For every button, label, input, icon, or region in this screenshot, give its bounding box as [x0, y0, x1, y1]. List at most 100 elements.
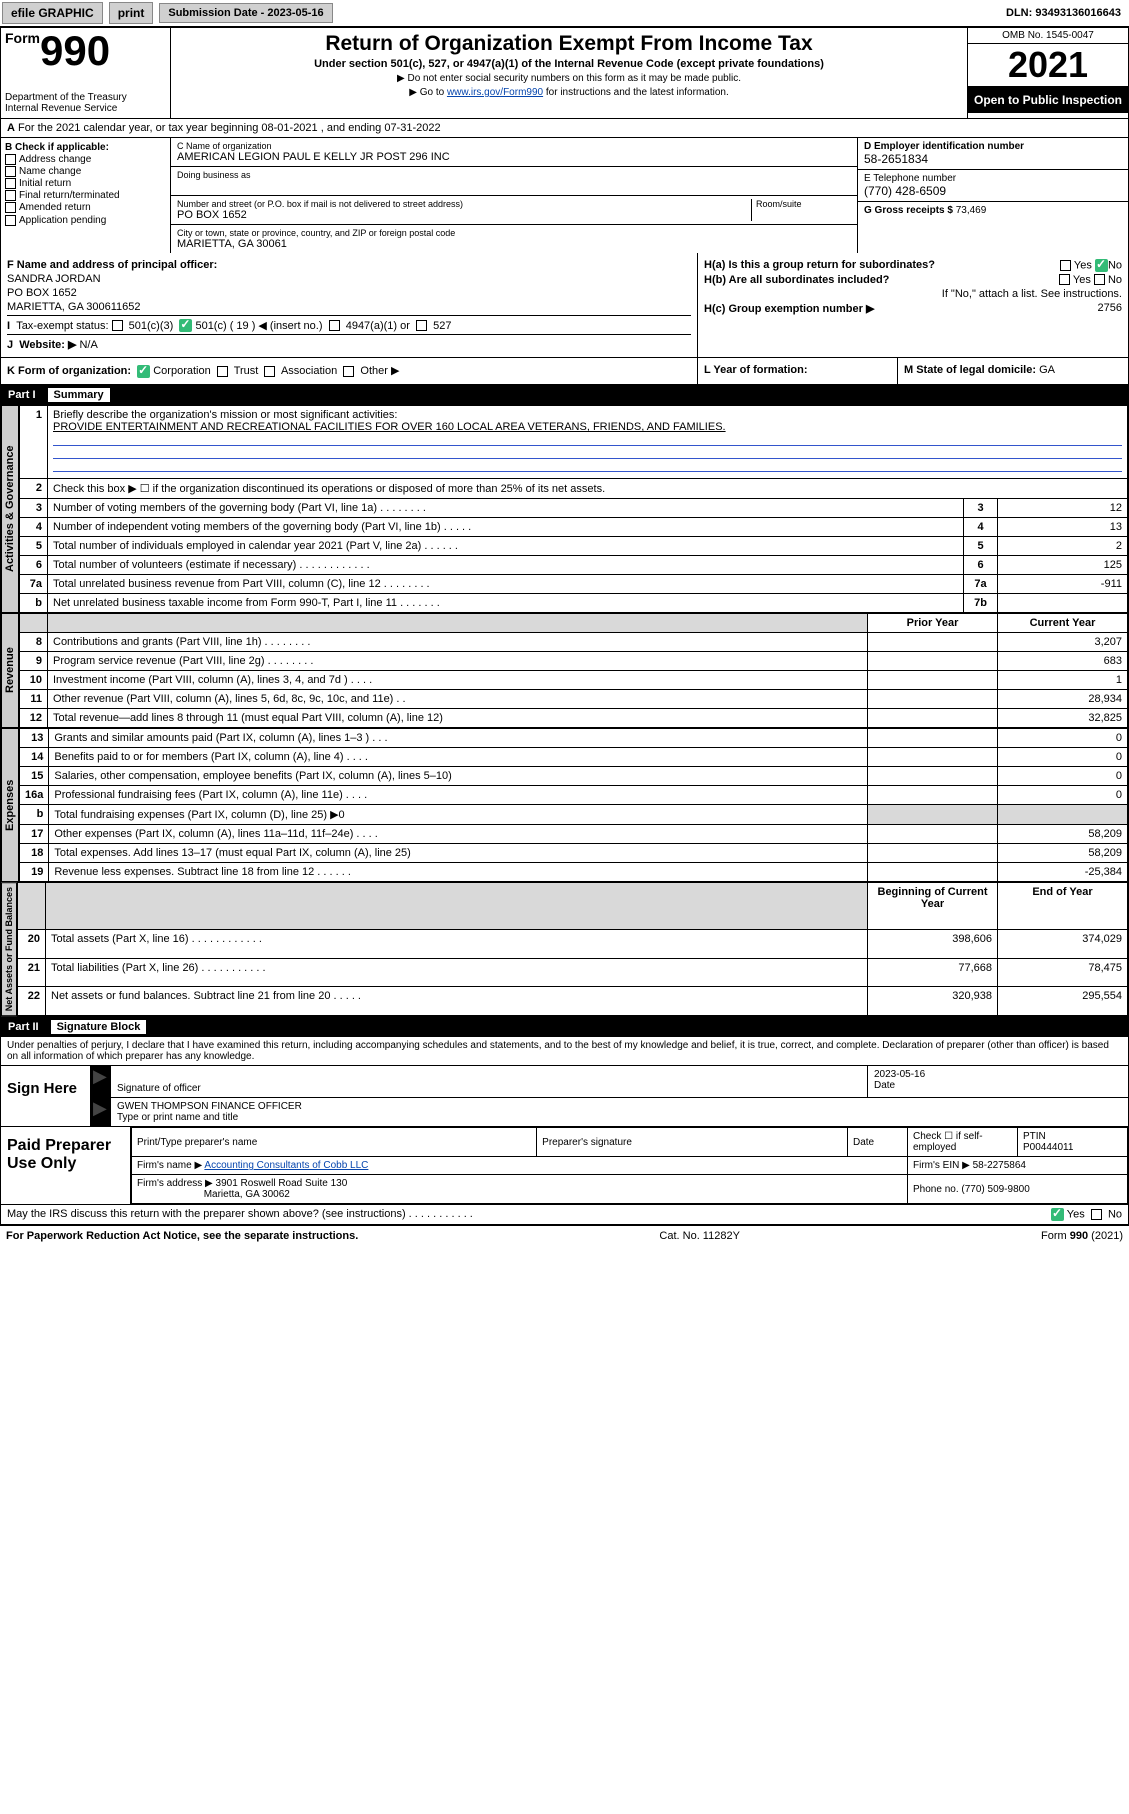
j-lbl: Website: ▶	[19, 339, 76, 351]
part1-gov: Activities & Governance 1 Briefly descri…	[0, 405, 1129, 613]
org-address: PO BOX 1652	[177, 209, 751, 221]
box-b: B Check if applicable: Address change Na…	[1, 138, 171, 253]
table-row: 5Total number of individuals employed in…	[20, 536, 1128, 555]
form-title: Return of Organization Exempt From Incom…	[179, 32, 959, 56]
part1-num: Part I	[8, 389, 36, 401]
sig-date: 2023-05-16	[874, 1069, 1122, 1080]
row-a-period: A For the 2021 calendar year, or tax yea…	[0, 119, 1129, 138]
arrow-icon	[91, 1066, 111, 1097]
open-public-badge: Open to Public Inspection	[968, 87, 1128, 113]
f-lbl: F Name and address of principal officer:	[7, 259, 217, 271]
py-head: Prior Year	[868, 613, 998, 632]
chk-4947[interactable]	[329, 320, 340, 331]
chk-initial-return[interactable]: Initial return	[5, 178, 166, 189]
firm-addr-lbl: Firm's address ▶	[137, 1178, 213, 1189]
form-subtitle: Under section 501(c), 527, or 4947(a)(1)…	[179, 58, 959, 70]
discuss-text: May the IRS discuss this return with the…	[7, 1208, 473, 1221]
chk-address-change[interactable]: Address change	[5, 154, 166, 165]
chk-hb-no[interactable]	[1094, 274, 1105, 285]
chk-hb-yes[interactable]	[1059, 274, 1070, 285]
dln-label: DLN: 93493136016643	[1006, 7, 1127, 19]
table-row: 10Investment income (Part VIII, column (…	[20, 670, 1128, 689]
ey-head: End of Year	[998, 882, 1128, 929]
part1-rev: Revenue Prior YearCurrent Year 8Contribu…	[0, 613, 1129, 728]
table-row: 8Contributions and grants (Part VIII, li…	[20, 632, 1128, 651]
print-button[interactable]: print	[109, 2, 154, 24]
c-room-lbl: Room/suite	[756, 199, 851, 209]
hb-yes: Yes	[1073, 274, 1091, 286]
table-row: 7aTotal unrelated business revenue from …	[20, 574, 1128, 593]
chk-discuss-no[interactable]	[1091, 1209, 1102, 1220]
c-name-lbl: C Name of organization	[177, 141, 851, 151]
sign-here-label: Sign Here	[1, 1066, 91, 1126]
website-value: N/A	[79, 339, 97, 351]
arrow-icon	[91, 1098, 111, 1126]
opt-501c3: 501(c)(3)	[129, 320, 174, 332]
chk-discuss-yes-checked[interactable]	[1051, 1208, 1064, 1221]
form-number: 990	[40, 27, 110, 74]
na-table: Beginning of Current YearEnd of Year 20T…	[17, 882, 1128, 1016]
chk-corp-checked[interactable]	[137, 365, 150, 378]
table-row: 9Program service revenue (Part VIII, lin…	[20, 651, 1128, 670]
form-word: Form	[5, 30, 40, 46]
table-row: 22Net assets or fund balances. Subtract …	[18, 987, 1128, 1016]
chk-trust[interactable]	[217, 366, 228, 377]
paid-preparer-label: Paid Preparer Use Only	[1, 1127, 131, 1204]
prep-name-lbl: Print/Type preparer's name	[132, 1128, 537, 1157]
irs-link[interactable]: www.irs.gov/Form990	[447, 87, 543, 98]
officer-addr1: PO BOX 1652	[7, 287, 691, 299]
discuss-yes: Yes	[1067, 1209, 1085, 1221]
dept-label: Department of the Treasury Internal Reve…	[5, 92, 166, 114]
table-row: 19Revenue less expenses. Subtract line 1…	[20, 862, 1128, 881]
line1-lbl: Briefly describe the organization's miss…	[53, 409, 397, 421]
vlabel-rev: Revenue	[1, 613, 19, 728]
box-l: L Year of formation:	[698, 358, 898, 384]
chk-501c3[interactable]	[112, 320, 123, 331]
d-lbl: D Employer identification number	[864, 141, 1024, 152]
table-row: bTotal fundraising expenses (Part IX, co…	[20, 804, 1128, 824]
hb-lbl: H(b) Are all subordinates included?	[704, 274, 889, 286]
chk-assoc[interactable]	[264, 366, 275, 377]
firm-phone: (770) 509-9800	[961, 1184, 1029, 1195]
ha-no: No	[1108, 259, 1122, 271]
chk-527[interactable]	[416, 320, 427, 331]
part1-header: Part I Summary	[0, 385, 1129, 405]
chk-final-return[interactable]: Final return/terminated	[5, 190, 166, 201]
org-dba	[177, 180, 851, 192]
table-row: 4Number of independent voting members of…	[20, 517, 1128, 536]
ptin-lbl: PTIN	[1023, 1131, 1046, 1142]
vlabel-gov: Activities & Governance	[1, 405, 19, 613]
officer-name-lbl: Type or print name and title	[117, 1112, 1122, 1123]
table-row: 17Other expenses (Part IX, column (A), l…	[20, 824, 1128, 843]
line2-text: Check this box ▶ ☐ if the organization d…	[48, 478, 1128, 498]
g-lbl: G Gross receipts $	[864, 205, 953, 216]
chk-ha-yes[interactable]	[1060, 260, 1071, 271]
opt-other: Other ▶	[360, 365, 399, 377]
firm-addr1: 3901 Roswell Road Suite 130	[216, 1178, 348, 1189]
opt-4947: 4947(a)(1) or	[346, 320, 410, 332]
opt-assoc: Association	[281, 365, 337, 377]
table-row: 13Grants and similar amounts paid (Part …	[20, 728, 1128, 747]
paid-preparer-block: Paid Preparer Use Only Print/Type prepar…	[0, 1127, 1129, 1205]
submission-date: Submission Date - 2023-05-16	[159, 3, 332, 23]
firm-phone-lbl: Phone no.	[913, 1184, 959, 1195]
paid-table: Print/Type preparer's name Preparer's si…	[131, 1127, 1128, 1204]
chk-501c-checked[interactable]	[179, 319, 192, 332]
part2-num: Part II	[8, 1021, 39, 1033]
firm-name-link[interactable]: Accounting Consultants of Cobb LLC	[204, 1160, 368, 1171]
hb-no: No	[1108, 274, 1122, 286]
form-header: Form990 Department of the Treasury Inter…	[0, 27, 1129, 119]
chk-application-pending[interactable]: Application pending	[5, 215, 166, 226]
chk-ha-no-checked[interactable]	[1095, 259, 1108, 272]
m-lbl: M State of legal domicile:	[904, 364, 1036, 376]
table-row: 18Total expenses. Add lines 13–17 (must …	[20, 843, 1128, 862]
sig-officer-lbl: Signature of officer	[117, 1083, 861, 1094]
k-lbl: K Form of organization:	[7, 365, 131, 377]
firm-addr2: Marietta, GA 30062	[204, 1189, 290, 1200]
chk-amended-return[interactable]: Amended return	[5, 202, 166, 213]
chk-other[interactable]	[343, 366, 354, 377]
box-c: C Name of organization AMERICAN LEGION P…	[171, 138, 858, 253]
rev-table: Prior YearCurrent Year 8Contributions an…	[19, 613, 1128, 728]
chk-name-change[interactable]: Name change	[5, 166, 166, 177]
part1-title: Summary	[48, 388, 110, 402]
